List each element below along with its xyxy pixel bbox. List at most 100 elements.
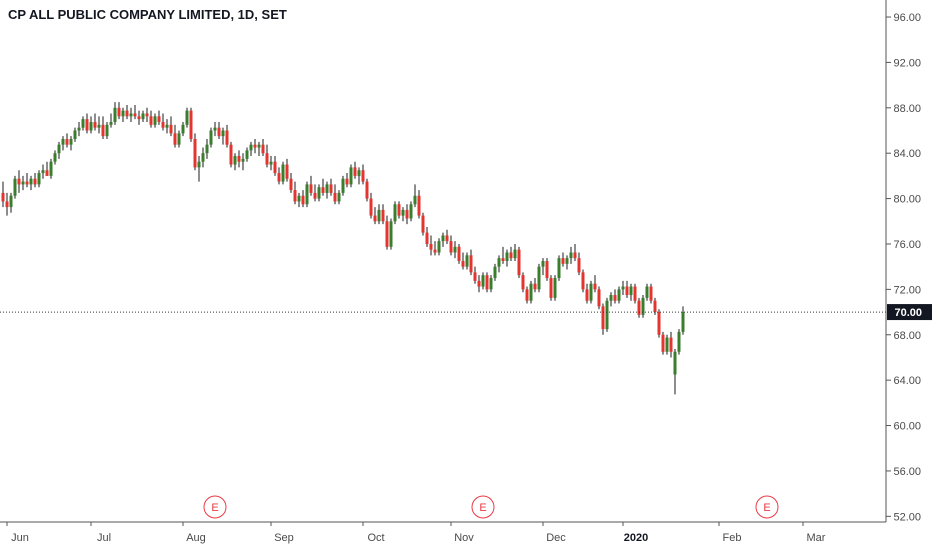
- current-price-badge: [887, 304, 932, 321]
- candle-body: [389, 221, 393, 247]
- candle-body: [437, 241, 441, 253]
- candle-body: [81, 119, 85, 128]
- candle-body: [289, 178, 293, 191]
- candle-body: [629, 286, 633, 296]
- candle-body: [21, 181, 25, 185]
- candle-body: [245, 150, 249, 159]
- candle-body: [197, 161, 201, 168]
- candle-body: [381, 209, 385, 222]
- candle-body: [249, 144, 253, 151]
- candle-body: [505, 252, 509, 261]
- candle-body: [257, 144, 261, 148]
- time-axis-tick-label: Aug: [186, 532, 206, 544]
- candle-body: [321, 187, 325, 193]
- time-axis-tick-label: Jun: [11, 532, 29, 544]
- price-axis-tick-label: 88.00: [893, 103, 921, 115]
- candle-body: [1, 192, 5, 202]
- candle-body: [269, 161, 273, 165]
- chart-title: CP ALL PUBLIC COMPANY LIMITED, 1D, SET: [8, 7, 287, 22]
- candle-body: [465, 255, 469, 267]
- candle-body: [349, 167, 353, 185]
- candle-body: [41, 170, 45, 174]
- candle-body: [509, 252, 513, 259]
- price-axis-tick-label: 92.00: [893, 57, 921, 69]
- candle-body: [593, 283, 597, 290]
- candle-body: [589, 283, 593, 301]
- candle-body: [461, 261, 465, 267]
- candle-body: [297, 195, 301, 202]
- price-axis-tick-label: 68.00: [893, 330, 921, 342]
- candle-body: [365, 181, 369, 199]
- candle-body: [581, 272, 585, 290]
- candle-body: [225, 130, 229, 145]
- candle-body: [165, 124, 169, 128]
- candle-body: [281, 164, 285, 182]
- candle-body: [561, 258, 565, 264]
- candle-body: [25, 181, 29, 185]
- candle-body: [49, 161, 53, 176]
- candle-body: [61, 139, 65, 145]
- candle-body: [413, 195, 417, 205]
- candle-body: [585, 289, 589, 301]
- time-axis-tick-label: Sep: [274, 532, 294, 544]
- candle-body: [333, 192, 337, 202]
- candle-body: [173, 133, 177, 145]
- candle-body: [525, 289, 529, 301]
- candle-body: [73, 130, 77, 140]
- candle-body: [445, 235, 449, 242]
- candle-body: [469, 255, 473, 273]
- candle-body: [605, 300, 609, 330]
- candle-body: [517, 249, 521, 276]
- candle-body: [13, 178, 17, 196]
- candle-body: [65, 139, 69, 145]
- candle-body: [429, 243, 433, 250]
- candle-body: [285, 164, 289, 179]
- candle-body: [101, 124, 105, 137]
- candle-body: [293, 190, 297, 202]
- candle-body: [493, 266, 497, 279]
- price-axis-tick-label: 72.00: [893, 284, 921, 296]
- candle-body: [573, 252, 577, 259]
- time-axis-tick-label: Nov: [454, 532, 474, 544]
- candle-body: [205, 144, 209, 154]
- candle-body: [501, 258, 505, 261]
- candle-body: [601, 306, 605, 330]
- earnings-marker[interactable]: [755, 495, 779, 519]
- candle-body: [529, 283, 533, 301]
- time-axis-tick-label: Dec: [546, 532, 566, 544]
- candle-body: [345, 178, 349, 185]
- candle-body: [369, 198, 373, 216]
- candle-body: [397, 204, 401, 216]
- candle-body: [421, 215, 425, 233]
- candle-body: [645, 286, 649, 298]
- candle-body: [153, 116, 157, 125]
- earnings-marker[interactable]: [471, 495, 495, 519]
- candle-body: [473, 272, 477, 281]
- candle-body: [597, 289, 601, 307]
- candle-body: [677, 331, 681, 352]
- price-axis-tick-label: 80.00: [893, 194, 921, 206]
- candle-body: [453, 246, 457, 253]
- candle-body: [681, 312, 685, 332]
- candle-body: [181, 124, 185, 134]
- earnings-marker[interactable]: [203, 495, 227, 519]
- candle-body: [393, 204, 397, 222]
- candle-body: [649, 286, 653, 301]
- candle-body: [253, 144, 257, 148]
- price-axis-tick-label: 84.00: [893, 148, 921, 160]
- candle-body: [477, 280, 481, 287]
- candle-body: [433, 249, 437, 253]
- candle-body: [177, 133, 181, 145]
- candle-body: [481, 275, 485, 287]
- candle-body: [641, 297, 645, 315]
- candle-body: [33, 178, 37, 185]
- candle-body: [569, 252, 573, 259]
- candle-body: [105, 124, 109, 137]
- candle-body: [265, 153, 269, 165]
- candle-body: [57, 144, 61, 154]
- candle-body: [229, 144, 233, 165]
- candle-body: [353, 167, 357, 176]
- time-axis-tick-label: Mar: [807, 532, 826, 544]
